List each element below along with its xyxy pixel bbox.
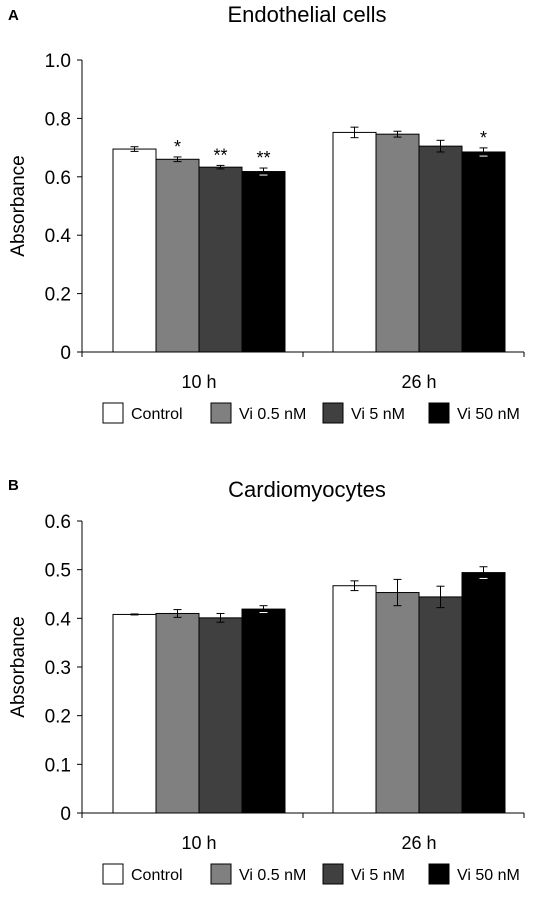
y-tick-label: 0 <box>60 804 71 825</box>
significance-marker: * <box>480 128 487 148</box>
bar <box>375 592 420 814</box>
error-bar <box>259 605 268 613</box>
legend: Control Vi 0.5 nM Vi 5 nM Vi 50 nM <box>102 863 520 885</box>
y-tick-label: 0.4 <box>45 609 72 630</box>
legend-label: Vi 0.5 nM <box>239 867 306 884</box>
error-bar <box>259 167 268 176</box>
legend-label: Vi 5 nM <box>351 406 405 423</box>
y-tick-label: 0.8 <box>45 109 71 130</box>
legend-item: Control <box>102 863 183 885</box>
bar <box>241 608 286 814</box>
legend-item: Control <box>102 402 183 424</box>
y-axis-label: Absorbance <box>8 616 29 717</box>
x-tick-label: 10 h <box>181 372 216 392</box>
bar <box>155 612 200 814</box>
bar <box>461 572 506 814</box>
legend-item: Vi 5 nM <box>322 402 405 424</box>
error-bar <box>436 139 445 153</box>
legend-swatch <box>322 863 344 885</box>
legend-swatch <box>102 402 124 424</box>
error-bar <box>350 580 359 592</box>
significance-marker: ** <box>213 145 227 165</box>
bar <box>418 596 463 814</box>
legend-item: Vi 5 nM <box>322 863 405 885</box>
bar <box>155 158 200 353</box>
x-tick-label: 26 h <box>401 372 436 392</box>
legend-swatch <box>210 402 232 424</box>
error-bar <box>130 146 139 152</box>
legend-swatch <box>322 402 344 424</box>
error-bar <box>173 156 182 163</box>
legend-item: Vi 0.5 nM <box>210 863 306 885</box>
error-bar <box>393 578 402 607</box>
error-bar <box>479 147 488 157</box>
panel-label: B <box>8 477 19 494</box>
y-tick-label: 0.6 <box>45 168 71 189</box>
bar <box>375 133 420 353</box>
legend-label: Vi 0.5 nM <box>239 406 306 423</box>
y-tick-label: 0.5 <box>45 561 71 582</box>
legend-label: Vi 50 nM <box>457 867 520 884</box>
error-bar <box>130 613 139 616</box>
chart-panel-b: B Cardiomyocytes Absorbance 0 0.1 0.2 0.3 0.4 0.… <box>8 477 525 885</box>
legend-swatch <box>210 863 232 885</box>
significance-marker: ** <box>256 148 270 168</box>
error-bar <box>216 612 225 623</box>
x-tick-label: 26 h <box>401 833 436 853</box>
bar <box>461 151 506 353</box>
y-tick-label: 0 <box>60 343 71 364</box>
bar <box>418 145 463 353</box>
y-tick-label: 0.3 <box>45 658 71 679</box>
bar <box>112 613 157 814</box>
bar <box>241 171 286 353</box>
error-bar <box>173 609 182 618</box>
error-bar <box>216 164 225 170</box>
error-bar <box>479 566 488 579</box>
legend-item: Vi 50 nM <box>428 402 520 424</box>
y-tick-label: 1.0 <box>45 51 71 72</box>
legend-item: Vi 0.5 nM <box>210 402 306 424</box>
y-tick-label: 0.2 <box>45 285 71 306</box>
legend-label: Vi 50 nM <box>457 406 520 423</box>
bar <box>198 617 243 814</box>
y-tick-label: 0.2 <box>45 707 71 728</box>
y-tick-label: 0.6 <box>45 512 71 533</box>
y-axis-label: Absorbance <box>8 155 29 256</box>
significance-marker: * <box>174 137 181 157</box>
bar <box>332 585 377 814</box>
error-bar <box>350 126 359 139</box>
chart-title: Cardiomyocytes <box>228 477 386 502</box>
chart-panel-a: A Endothelial cells Absorbance 0 0.2 0.4 0.6 0.… <box>8 2 525 424</box>
bar <box>198 166 243 353</box>
y-tick-label: 0.1 <box>45 755 71 776</box>
y-tick-label: 0.4 <box>45 226 72 247</box>
legend-label: Control <box>131 867 183 884</box>
chart-title: Endothelial cells <box>228 2 387 27</box>
legend-label: Vi 5 nM <box>351 867 405 884</box>
x-tick-label: 10 h <box>181 833 216 853</box>
legend-swatch <box>102 863 124 885</box>
error-bar <box>393 130 402 138</box>
legend-label: Control <box>131 406 183 423</box>
bar <box>332 131 377 353</box>
bar <box>112 148 157 353</box>
error-bar <box>436 585 445 609</box>
panel-label: A <box>8 7 19 24</box>
legend-swatch <box>428 863 450 885</box>
legend: Control Vi 0.5 nM Vi 5 nM Vi 50 nM <box>102 402 520 424</box>
legend-swatch <box>428 402 450 424</box>
legend-item: Vi 50 nM <box>428 863 520 885</box>
